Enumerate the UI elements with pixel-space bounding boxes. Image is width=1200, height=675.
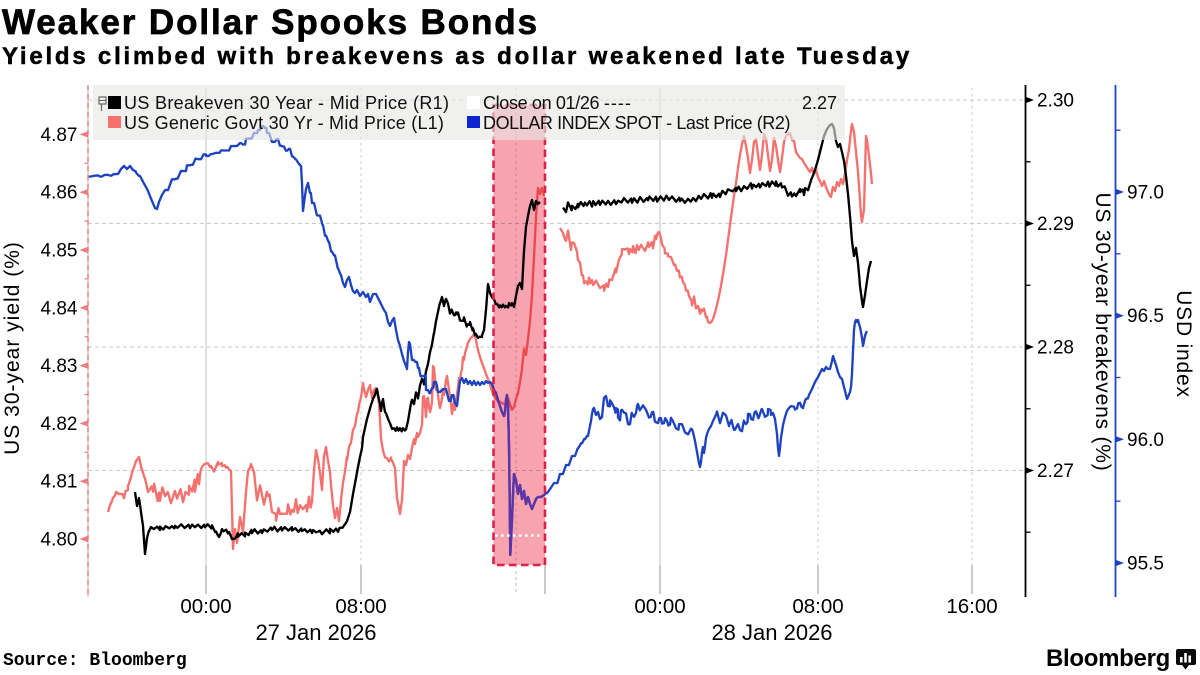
svg-text:4.85: 4.85 <box>41 241 78 262</box>
svg-text:4.81: 4.81 <box>41 472 78 493</box>
svg-text:4.83: 4.83 <box>41 356 78 377</box>
svg-text:16:00: 16:00 <box>946 595 997 618</box>
svg-text:08:00: 08:00 <box>335 595 386 618</box>
svg-text:96.0: 96.0 <box>1127 430 1164 451</box>
svg-text:2.27: 2.27 <box>1037 461 1074 482</box>
svg-text:4.84: 4.84 <box>41 298 78 319</box>
svg-text:27 Jan 2026: 27 Jan 2026 <box>255 620 376 645</box>
svg-text:28 Jan 2026: 28 Jan 2026 <box>711 620 832 645</box>
svg-text:00:00: 00:00 <box>180 595 231 618</box>
svg-text:00:00: 00:00 <box>634 595 685 618</box>
svg-text:97.0: 97.0 <box>1127 183 1164 204</box>
svg-text:2.30: 2.30 <box>1037 91 1074 112</box>
svg-text:2.28: 2.28 <box>1037 338 1074 359</box>
svg-text:US 30-year breakevens (%): US 30-year breakevens (%) <box>1091 192 1114 471</box>
svg-text:US 30-year yield (%): US 30-year yield (%) <box>1 241 24 455</box>
svg-text:4.86: 4.86 <box>41 183 78 204</box>
svg-text:4.87: 4.87 <box>41 125 78 146</box>
svg-text:96.5: 96.5 <box>1127 306 1164 327</box>
svg-text:4.82: 4.82 <box>41 414 78 435</box>
svg-text:08:00: 08:00 <box>792 595 843 618</box>
svg-text:4.80: 4.80 <box>41 530 78 551</box>
svg-text:2.29: 2.29 <box>1037 214 1074 235</box>
svg-text:USD index: USD index <box>1172 290 1195 398</box>
svg-text:95.5: 95.5 <box>1127 554 1164 575</box>
